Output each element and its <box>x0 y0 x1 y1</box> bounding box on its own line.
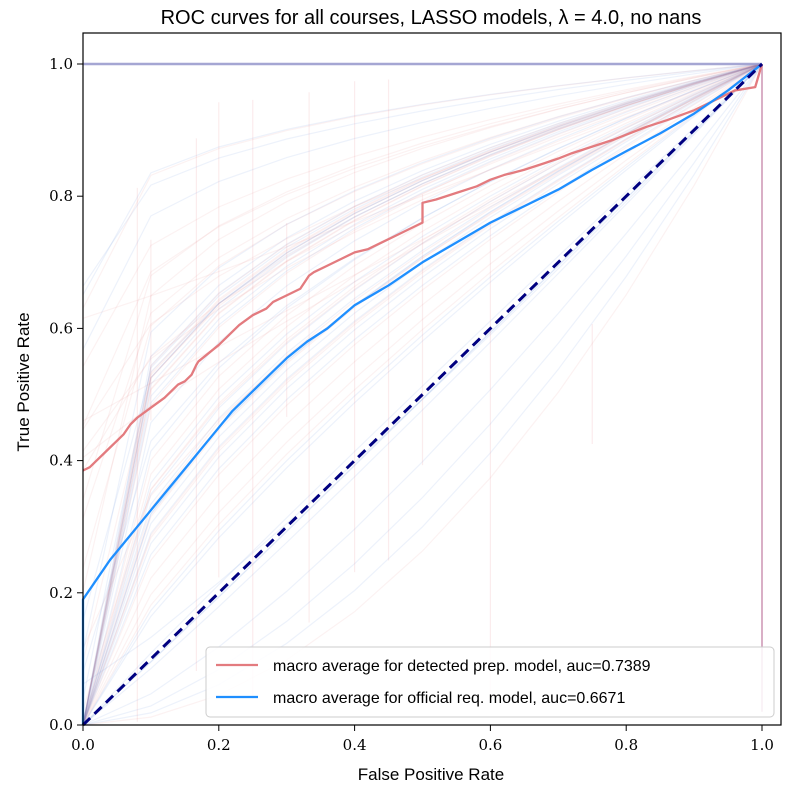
x-tick-label: 0.0 <box>71 736 95 754</box>
course-roc-curve <box>82 63 763 501</box>
course-roc-curve <box>82 63 763 649</box>
course-roc-curve <box>82 63 763 726</box>
y-tick-label: 1.0 <box>49 55 73 73</box>
chance-reference-line <box>81 62 764 727</box>
x-tick-label: 0.2 <box>207 736 231 754</box>
course-roc-curve <box>82 63 763 726</box>
course-roc-curve <box>82 63 763 663</box>
course-roc-curve <box>82 63 763 319</box>
course-roc-curve <box>82 63 763 726</box>
legend-label-official-req: macro average for official req. model, a… <box>273 690 625 707</box>
course-roc-curve <box>82 63 763 726</box>
course-roc-curve <box>82 63 763 422</box>
course-roc-curve <box>82 63 763 726</box>
course-roc-curve <box>82 63 763 621</box>
course-roc-curve <box>82 63 763 726</box>
plot-frame <box>82 32 782 726</box>
y-tick-label: 0.0 <box>49 716 73 734</box>
legend-label-detected-prep: macro average for detected prep. model, … <box>273 658 651 675</box>
course-roc-curve <box>82 63 763 726</box>
y-tick-label: 0.6 <box>49 319 73 337</box>
course-roc-curve <box>82 63 763 471</box>
course-roc-curve <box>82 63 763 458</box>
x-tick-label: 1.0 <box>750 736 774 754</box>
course-roc-curve <box>82 63 763 287</box>
course-roc-curve <box>82 63 763 726</box>
y-tick-label: 0.8 <box>49 187 73 205</box>
course-roc-curve <box>82 63 763 726</box>
course-roc-curve <box>82 63 763 726</box>
course-roc-curve <box>82 63 763 427</box>
x-tick-label: 0.8 <box>614 736 638 754</box>
course-roc-curve <box>82 63 763 726</box>
course-roc-curve <box>82 63 763 726</box>
x-axis-label: False Positive Rate <box>358 765 504 784</box>
x-tick-label: 0.4 <box>343 736 367 754</box>
course-roc-curve <box>82 63 763 722</box>
course-roc-curve <box>82 63 763 726</box>
macro-average-curves <box>81 62 764 727</box>
course-roc-curve <box>82 63 763 726</box>
course-roc-curve <box>82 63 763 726</box>
course-roc-curve <box>82 63 763 710</box>
course-roc-curve <box>82 63 763 726</box>
course-roc-curve <box>82 63 763 726</box>
course-roc-curve <box>82 63 763 726</box>
course-roc-curve <box>82 63 763 726</box>
macro-average-official-req-line <box>81 63 763 725</box>
macro-average-detected-prep-line <box>82 63 764 472</box>
course-roc-curve <box>82 63 763 726</box>
course-roc-curve <box>82 63 763 726</box>
y-axis-ticks: 0.0 0.2 0.4 0.6 0.8 1.0 <box>49 55 83 734</box>
course-roc-curve <box>82 63 763 726</box>
legend: macro average for detected prep. model, … <box>205 646 775 718</box>
course-roc-curve <box>82 63 763 700</box>
course-roc-curve <box>82 63 763 569</box>
course-roc-curve <box>82 63 763 726</box>
course-roc-curve <box>82 63 763 726</box>
course-roc-curve <box>82 63 763 726</box>
course-roc-curve <box>82 63 763 726</box>
per-course-roc-curves <box>82 62 763 726</box>
course-roc-curve <box>82 63 763 592</box>
course-roc-curve <box>82 63 763 653</box>
x-axis-ticks: 0.0 0.2 0.4 0.6 0.8 1.0 <box>71 725 774 754</box>
course-roc-curve <box>82 63 763 726</box>
course-roc-curve <box>82 63 763 726</box>
course-roc-curve <box>82 63 763 519</box>
course-roc-curve <box>82 63 763 309</box>
course-roc-curve <box>82 63 763 726</box>
course-roc-curve <box>82 63 763 685</box>
course-roc-curve <box>82 63 763 726</box>
course-roc-curve <box>82 63 763 726</box>
y-tick-label: 0.4 <box>49 452 73 470</box>
course-roc-curve <box>82 63 763 726</box>
course-roc-curve <box>82 63 763 350</box>
course-roc-curve <box>82 63 763 367</box>
chart-title: ROC curves for all courses, LASSO models… <box>161 7 702 29</box>
course-roc-curve <box>82 63 763 452</box>
y-tick-label: 0.2 <box>49 584 73 602</box>
legend-box <box>205 646 775 718</box>
course-roc-curve <box>82 63 763 430</box>
x-tick-label: 0.6 <box>478 736 502 754</box>
course-roc-curve <box>82 63 763 296</box>
course-roc-curve <box>82 63 763 726</box>
y-axis-label: True Positive Rate <box>14 312 33 451</box>
course-roc-curve <box>82 63 763 726</box>
